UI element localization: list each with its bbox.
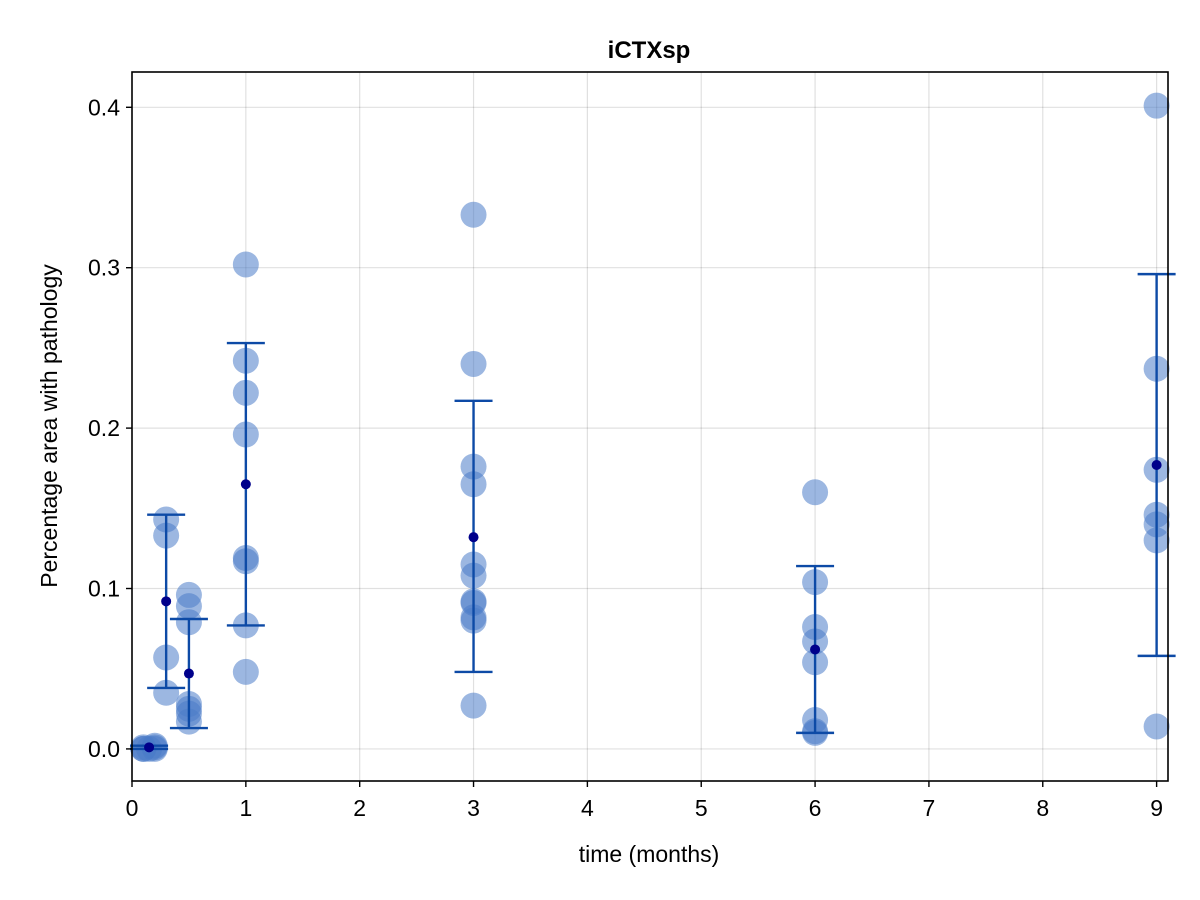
x-tick-label: 2 bbox=[353, 795, 366, 821]
data-point bbox=[153, 679, 180, 706]
x-tick-label: 6 bbox=[809, 795, 822, 821]
mean-marker bbox=[183, 668, 194, 679]
data-point bbox=[460, 201, 487, 228]
x-tick-label: 5 bbox=[695, 795, 708, 821]
data-point bbox=[1143, 92, 1170, 119]
mean-marker bbox=[240, 479, 251, 490]
y-tick-label: 0.0 bbox=[88, 736, 120, 762]
x-tick-label: 8 bbox=[1036, 795, 1049, 821]
data-point bbox=[232, 251, 259, 278]
chart-title: iCTXsp bbox=[608, 37, 691, 64]
grid bbox=[131, 72, 1168, 781]
x-tick-label: 7 bbox=[923, 795, 936, 821]
plot-frame bbox=[131, 71, 1169, 782]
data-point bbox=[802, 479, 829, 506]
data-point bbox=[232, 658, 259, 685]
y-tick-label: 0.1 bbox=[88, 576, 120, 602]
x-tick-label: 1 bbox=[239, 795, 252, 821]
data-point bbox=[460, 350, 487, 377]
y-tick-label: 0.2 bbox=[88, 415, 120, 441]
mean-marker bbox=[161, 596, 172, 607]
mean-marker bbox=[144, 742, 155, 753]
data-point bbox=[460, 692, 487, 719]
x-tick-label: 3 bbox=[467, 795, 480, 821]
mean-marker bbox=[810, 644, 821, 655]
axis-ticks: 0 1 2 3 4 5 6 7 8 9 0.0 0.1 0.2 0.3 0.4 bbox=[88, 94, 1163, 821]
y-tick-label: 0.3 bbox=[88, 255, 120, 281]
y-axis-title: Percentage area with pathology bbox=[36, 264, 62, 588]
y-tick-label: 0.4 bbox=[88, 94, 120, 120]
data-point bbox=[1143, 713, 1170, 740]
x-axis-title: time (months) bbox=[579, 841, 720, 867]
mean-marker bbox=[468, 532, 479, 543]
mean-markers bbox=[144, 459, 1162, 753]
x-tick-label: 4 bbox=[581, 795, 594, 821]
mean-marker bbox=[1151, 459, 1162, 470]
x-tick-label: 9 bbox=[1150, 795, 1163, 821]
x-tick-label: 0 bbox=[126, 795, 139, 821]
